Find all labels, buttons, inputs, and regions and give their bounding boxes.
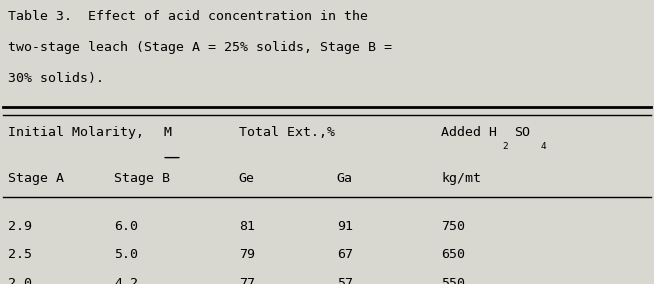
- Text: 77: 77: [239, 277, 254, 284]
- Text: 2.0: 2.0: [8, 277, 32, 284]
- Text: 81: 81: [239, 220, 254, 233]
- Text: two-stage leach (Stage A = 25% solids, Stage B =: two-stage leach (Stage A = 25% solids, S…: [8, 41, 392, 54]
- Text: 67: 67: [337, 248, 353, 262]
- Text: Stage B: Stage B: [114, 172, 171, 185]
- Text: 2.5: 2.5: [8, 248, 32, 262]
- Text: SO: SO: [514, 126, 530, 139]
- Text: 750: 750: [441, 220, 466, 233]
- Text: 30% solids).: 30% solids).: [8, 72, 104, 85]
- Text: 550: 550: [441, 277, 466, 284]
- Text: Total Ext.,%: Total Ext.,%: [239, 126, 335, 139]
- Text: 2.9: 2.9: [8, 220, 32, 233]
- Text: 6.0: 6.0: [114, 220, 139, 233]
- Text: M: M: [164, 126, 171, 139]
- Text: Stage A: Stage A: [8, 172, 64, 185]
- Text: 79: 79: [239, 248, 254, 262]
- Text: 4.2: 4.2: [114, 277, 139, 284]
- Text: 650: 650: [441, 248, 466, 262]
- Text: 5.0: 5.0: [114, 248, 139, 262]
- Text: 2: 2: [502, 142, 508, 151]
- Text: 57: 57: [337, 277, 353, 284]
- Text: 4: 4: [540, 142, 546, 151]
- Text: Ga: Ga: [337, 172, 353, 185]
- Text: kg/mt: kg/mt: [441, 172, 481, 185]
- Text: 91: 91: [337, 220, 353, 233]
- Text: Initial Molarity,: Initial Molarity,: [8, 126, 152, 139]
- Text: Table 3.  Effect of acid concentration in the: Table 3. Effect of acid concentration in…: [8, 10, 368, 23]
- Text: Ge: Ge: [239, 172, 254, 185]
- Text: Added H: Added H: [441, 126, 498, 139]
